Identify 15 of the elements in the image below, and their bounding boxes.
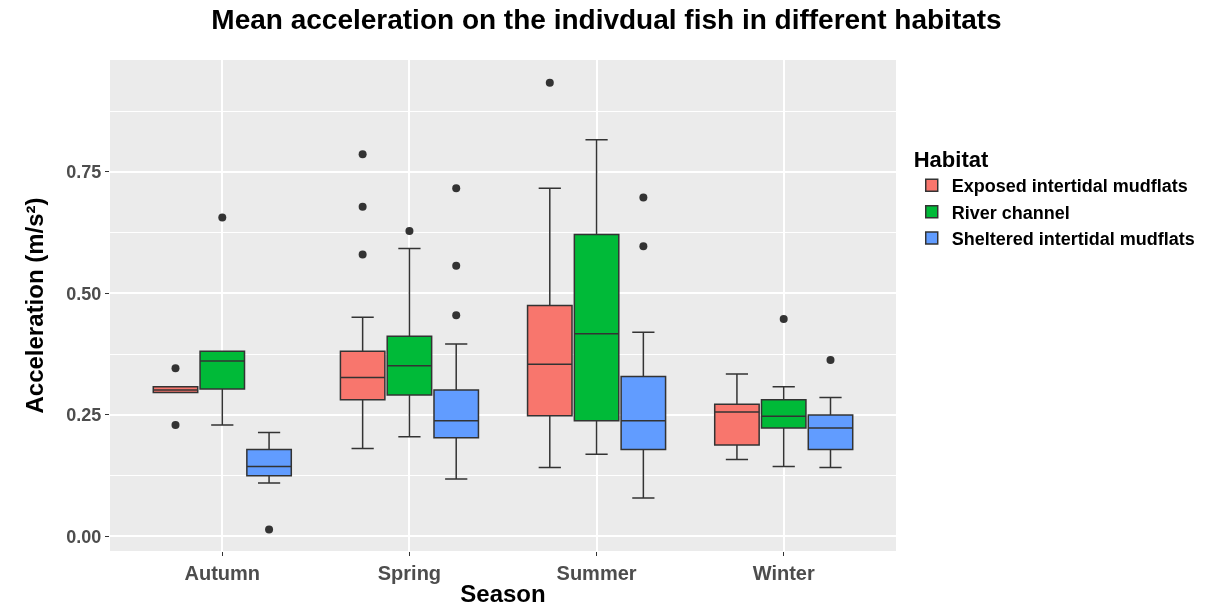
legend-label: Exposed intertidal mudflats <box>951 176 1188 197</box>
x-axis-title: Season <box>460 580 546 608</box>
x-tick-label: Winter <box>752 562 815 584</box>
y-tick-label: 0.25 <box>66 405 102 426</box>
y-axis-title: Acceleration (m/s²) <box>21 197 49 414</box>
legend-label: River channel <box>951 202 1070 223</box>
y-tick-label: 0.00 <box>66 526 102 547</box>
legend-label: Sheltered intertidal mudflats <box>951 229 1195 250</box>
y-tick-label: 0.75 <box>66 162 102 183</box>
chart-title: Mean acceleration on the indivdual fish in different habitats <box>211 3 1002 35</box>
x-tick-label: Autumn <box>184 562 261 584</box>
legend-title: Habitat <box>913 147 989 173</box>
x-tick-label: Spring <box>377 562 442 584</box>
x-tick-label: Summer <box>556 562 637 584</box>
y-tick-label: 0.50 <box>66 283 102 304</box>
